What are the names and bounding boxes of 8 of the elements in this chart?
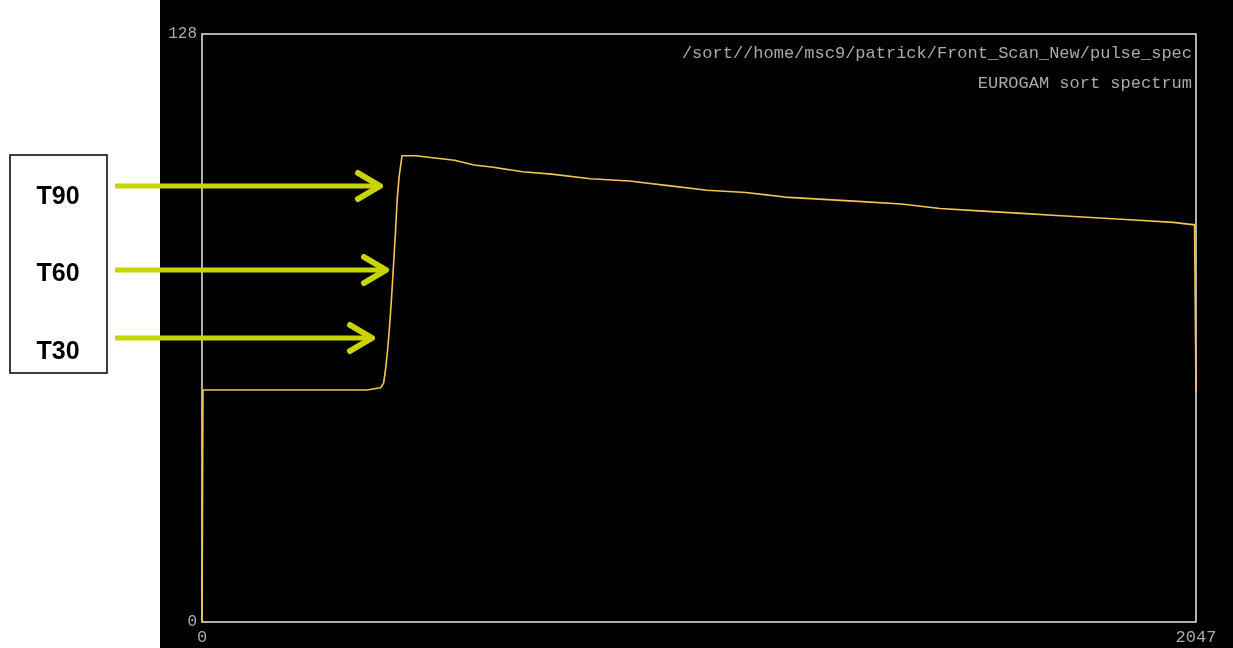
text: EUROGAM sort spectrum <box>977 74 1192 93</box>
text: T60 <box>36 258 80 286</box>
text: /sort//home/msc9/patrick/Front_Scan_New/pulse_spec <box>681 44 1192 63</box>
text: T90 <box>36 181 80 209</box>
line-series <box>201 154 1197 623</box>
y-tick-label: 128 <box>168 25 197 44</box>
x-tick-label: 2047 <box>1175 628 1217 647</box>
text: T30 <box>36 336 80 364</box>
